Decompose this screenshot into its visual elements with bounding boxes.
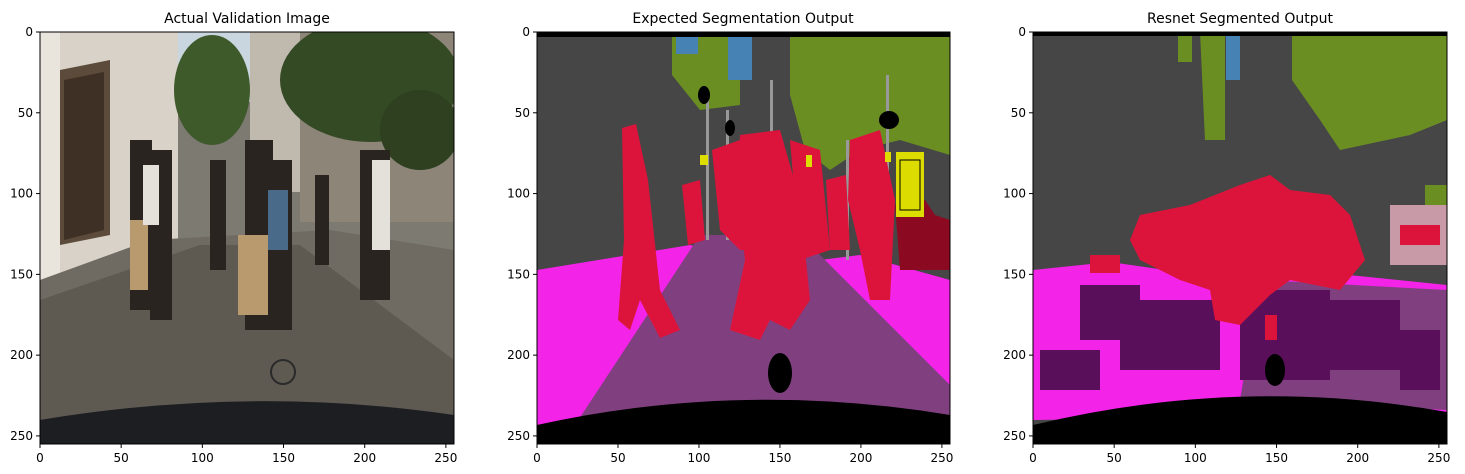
x-tick-label: 0 [1029, 451, 1037, 465]
x-tick-label: 250 [930, 451, 953, 465]
panel-3-frame [1032, 31, 1448, 445]
panel-1-image [40, 32, 454, 444]
y-tick-label: 250 [507, 429, 530, 443]
y-tick-label: 250 [1003, 429, 1026, 443]
panel-2-frame [536, 31, 951, 445]
panel-3-title: Resnet Segmented Output [1147, 11, 1334, 27]
x-tick-label: 150 [768, 451, 791, 465]
x-tick-label: 50 [1107, 451, 1122, 465]
x-tick-label: 150 [1265, 451, 1288, 465]
x-tick-label: 100 [191, 451, 214, 465]
y-tick-label: 100 [10, 187, 33, 201]
y-tick-label: 200 [1003, 348, 1026, 362]
panel-2-image [537, 32, 950, 444]
panel-3: Resnet Segmented Output [1032, 11, 1448, 445]
y-tick-label: 100 [1003, 187, 1026, 201]
panel-1-frame [39, 31, 455, 445]
x-tick-label: 0 [533, 451, 541, 465]
y-tick-label: 100 [507, 187, 530, 201]
x-tick-label: 150 [272, 451, 295, 465]
y-tick-label: 0 [1018, 25, 1026, 39]
x-tick-label: 0 [36, 451, 44, 465]
x-tick-label: 50 [610, 451, 625, 465]
y-tick-label: 150 [507, 267, 530, 281]
y-tick-label: 200 [507, 348, 530, 362]
y-tick-label: 0 [25, 25, 33, 39]
panel-1-title: Actual Validation Image [164, 11, 330, 27]
x-tick-label: 200 [353, 451, 376, 465]
x-tick-label: 50 [114, 451, 129, 465]
y-tick-label: 200 [10, 348, 33, 362]
y-tick-label: 150 [1003, 267, 1026, 281]
y-tick-label: 50 [1011, 106, 1026, 120]
y-tick-label: 50 [515, 106, 530, 120]
y-tick-label: 150 [10, 267, 33, 281]
x-tick-label: 200 [849, 451, 872, 465]
y-tick-label: 50 [18, 106, 33, 120]
x-tick-label: 100 [688, 451, 711, 465]
x-tick-label: 100 [1184, 451, 1207, 465]
x-tick-label: 200 [1346, 451, 1369, 465]
panel-2-title: Expected Segmentation Output [632, 11, 854, 27]
panel-3-image [1033, 32, 1447, 444]
y-tick-label: 0 [522, 25, 530, 39]
panel-1: Actual Validation Image [39, 11, 455, 445]
x-tick-label: 250 [434, 451, 457, 465]
x-tick-label: 250 [1427, 451, 1450, 465]
y-tick-label: 250 [10, 429, 33, 443]
panel-2: Expected Segmentation Output [536, 11, 951, 445]
